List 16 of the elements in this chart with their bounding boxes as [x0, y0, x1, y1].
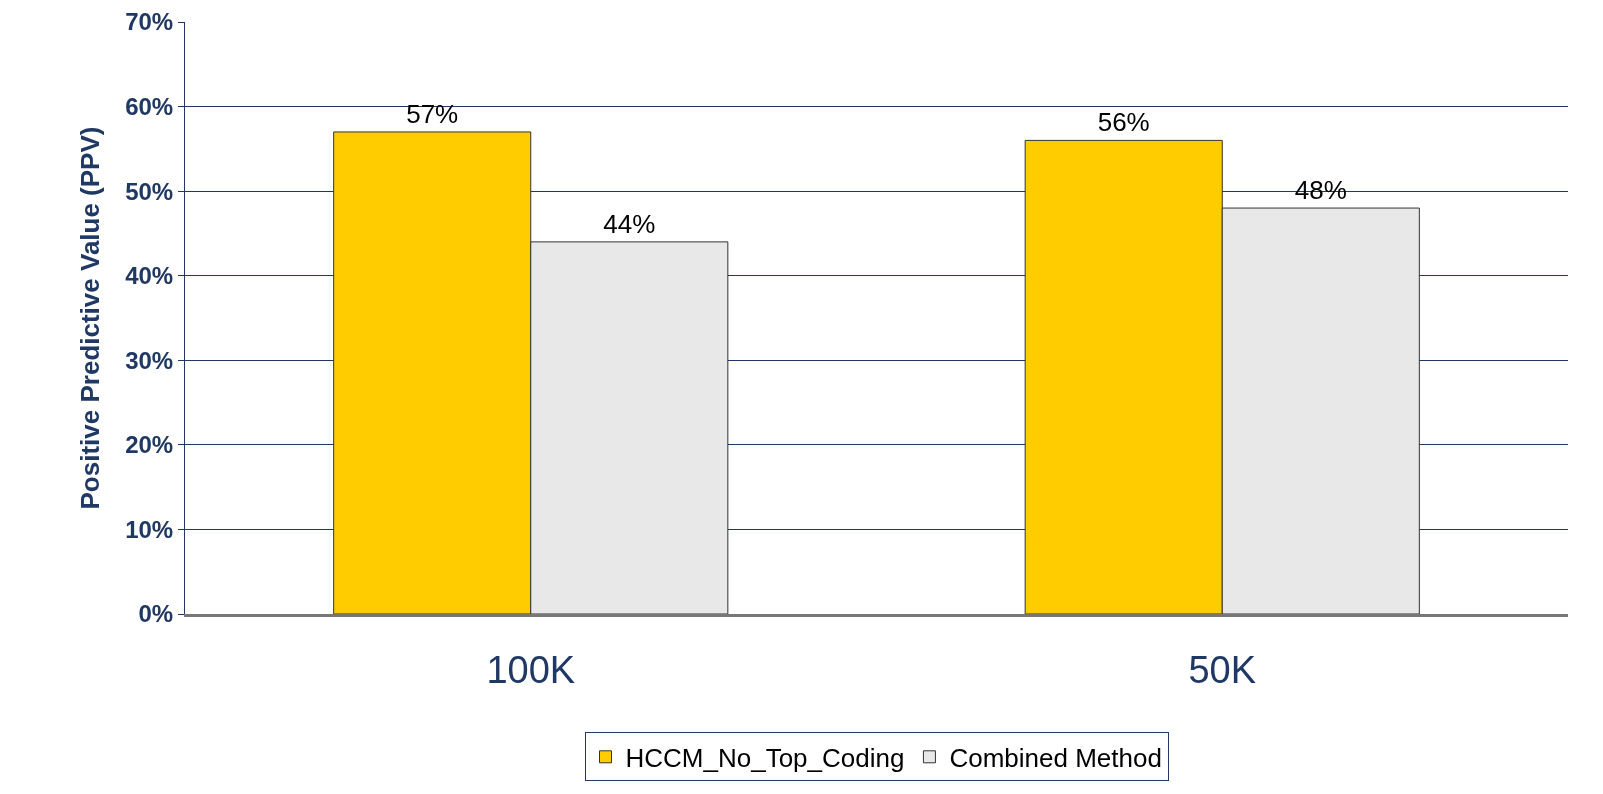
y-tick-label: 30% [125, 346, 174, 374]
y-tick-label: 10% [125, 515, 174, 543]
legend-label: Combined Method [949, 742, 1162, 773]
y-tick-label: 0% [138, 600, 174, 628]
y-tick-label: 20% [125, 431, 174, 459]
y-axis-title: Positive Predictive Value (PPV) [74, 126, 105, 510]
legend-label: HCCM_No_Top_Coding [625, 742, 905, 773]
x-tick-label: 100K [486, 648, 576, 691]
y-tick-label: 40% [125, 262, 174, 290]
y-tick-label: 50% [125, 177, 174, 205]
y-tick-label: 70% [125, 8, 174, 36]
y-tick-label: 60% [125, 92, 174, 120]
data-label: 57% [406, 98, 459, 129]
x-tick-label: 50K [1188, 648, 1257, 691]
data-label: 44% [603, 208, 656, 239]
data-label: 56% [1097, 107, 1150, 138]
